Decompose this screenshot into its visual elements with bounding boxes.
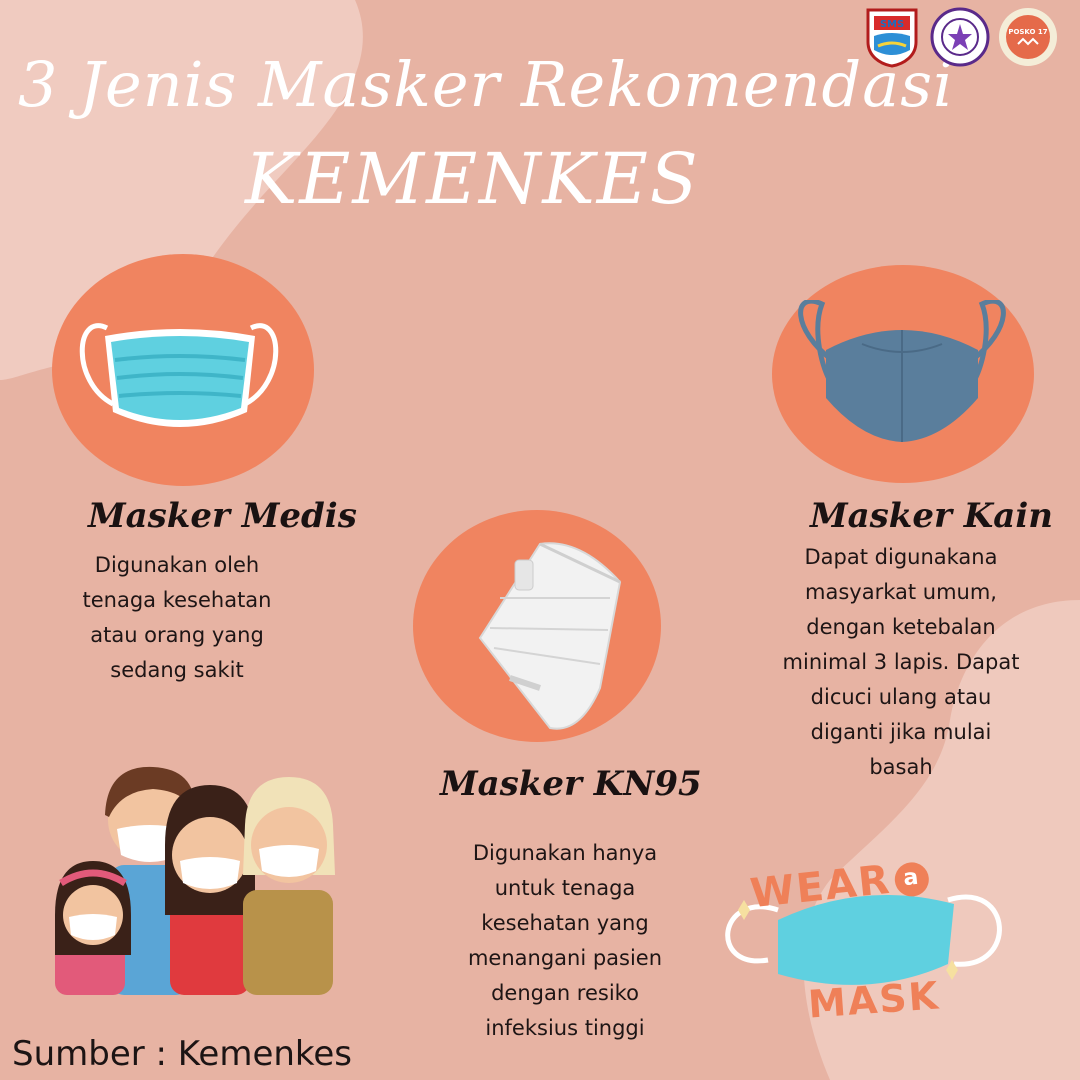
posko-17-badge-icon: POSKO 17 <box>999 8 1057 66</box>
kn95-mask-title: Masker KN95 <box>440 764 702 804</box>
source-credit: Sumber : Kemenkes <box>12 1034 353 1074</box>
logo-row: SMS POSKO 17 <box>862 6 1058 68</box>
kn95-mask-description: Digunakan hanya untuk tenaga kesehatan y… <box>467 841 663 1040</box>
cloth-mask-icon <box>798 300 1006 442</box>
a-letter-badge: a <box>893 860 931 899</box>
page-subtitle: KEMENKES <box>245 138 700 220</box>
government-emblem-icon: SMS <box>866 8 918 68</box>
svg-text:SMS: SMS <box>880 19 904 30</box>
wear-a-mask-illustration <box>725 894 1002 985</box>
medical-mask-icon <box>79 323 279 427</box>
medical-mask-description: Digunakan oleh tenaga kesehatan atau ora… <box>82 553 272 682</box>
mask-text: MASK <box>806 973 942 1027</box>
kn95-mask-icon <box>478 542 622 730</box>
university-seal-icon <box>930 7 990 67</box>
cloth-mask-title: Masker Kain <box>810 496 1053 536</box>
medical-mask-title: Masker Medis <box>88 496 357 536</box>
svg-text:POSKO 17: POSKO 17 <box>1008 28 1047 36</box>
family-wearing-masks-illustration <box>55 766 335 995</box>
cloth-mask-description: Dapat digunakana masyarkat umum, dengan … <box>782 545 1020 779</box>
page-title: 3 Jenis Masker Rekomendasi <box>18 48 954 121</box>
